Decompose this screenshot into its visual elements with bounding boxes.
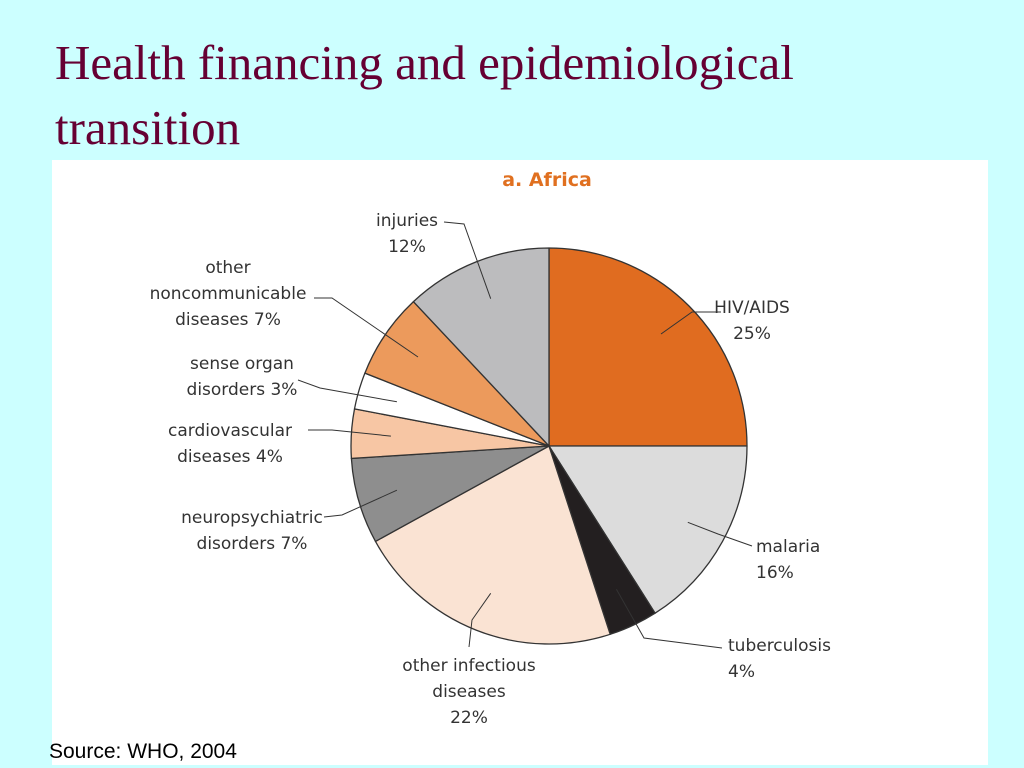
pie-slice [548,445,748,614]
chart-title: a. Africa [502,169,592,191]
slice-label: 25% [733,324,771,344]
slice-labels: HIV/AIDS 25% malaria 16% tuberculosis 4% other… [150,211,832,728]
slice-label: injuries [376,211,438,231]
slice-label: diseases 7% [175,310,281,330]
leader-line [687,521,753,547]
leader-line [615,589,723,649]
slide-title: Health financing and epidemiological tra… [55,35,794,155]
leader-line [660,311,721,335]
leader-line [468,593,492,648]
leader-line [308,429,391,437]
leader-line [314,297,419,358]
slice-label: sense organ [190,354,294,374]
slice-label: HIV/AIDS [714,298,790,318]
slice-label: 12% [388,237,426,257]
slice-label: diseases [432,682,506,702]
slice-label: other [205,258,250,278]
slice-label: cardiovascular [168,421,292,441]
leader-line [297,379,397,403]
pie-slice [548,247,748,447]
slice-label: tuberculosis [728,636,831,656]
slice-label: disorders 7% [197,534,308,554]
leader-line [323,489,398,518]
leader-line [443,221,492,299]
slice-label: diseases 4% [177,447,283,467]
pie-chart: a. Africa HIV/AIDS 25% malaria 16% tuberculo… [150,169,832,728]
slice-label: noncommunicable [150,284,307,304]
slice-label: disorders 3% [187,380,298,400]
chart-panel: a. Africa HIV/AIDS 25% malaria 16% tuberculo… [52,160,988,765]
leader-lines [297,221,753,649]
slice-label: neuropsychiatric [181,508,323,528]
slice-label: malaria [756,537,820,557]
pie-slice [374,445,611,645]
slice-label: 4% [728,662,755,682]
pie-slice [412,247,550,447]
source-note: Source: WHO, 2004 [49,740,237,763]
slice-label: 16% [756,563,794,583]
slice-label: other infectious [402,656,536,676]
slice-label: 22% [450,708,488,728]
pie-slices [350,247,748,645]
